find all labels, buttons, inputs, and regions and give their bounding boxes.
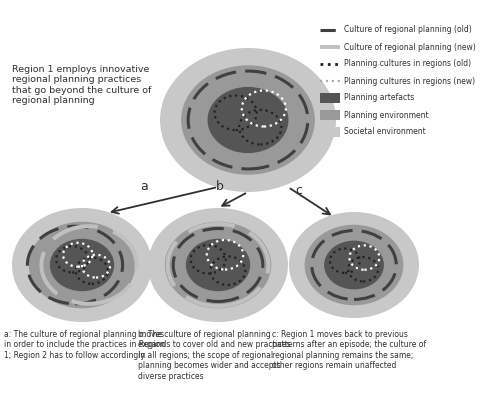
Text: b: b [216, 179, 224, 192]
Text: Societal environment: Societal environment [344, 128, 426, 136]
Text: b: The culture of regional planning
expands to cover old and new practices
in al: b: The culture of regional planning expa… [138, 330, 290, 381]
Ellipse shape [324, 241, 384, 289]
Ellipse shape [181, 65, 315, 175]
Text: Planning cultures in regions (new): Planning cultures in regions (new) [344, 76, 475, 86]
Ellipse shape [208, 87, 288, 153]
Ellipse shape [186, 239, 250, 291]
Ellipse shape [289, 212, 419, 318]
Text: a: a [140, 179, 148, 192]
Bar [320, 110, 340, 120]
Ellipse shape [50, 239, 114, 291]
Ellipse shape [29, 222, 135, 308]
Text: Culture of regional planning (new): Culture of regional planning (new) [344, 42, 476, 52]
Text: c: c [296, 184, 302, 197]
Ellipse shape [304, 225, 404, 305]
Text: Planning cultures in regions (old): Planning cultures in regions (old) [344, 60, 471, 68]
Text: Planning environment: Planning environment [344, 110, 428, 120]
Bar [320, 127, 340, 137]
Ellipse shape [165, 222, 271, 308]
Ellipse shape [148, 208, 288, 322]
Ellipse shape [12, 208, 152, 322]
Ellipse shape [160, 48, 336, 192]
Text: Region 1 employs innovative
regional planning practices
that go beyond the cultu: Region 1 employs innovative regional pla… [12, 65, 151, 105]
Text: Planning artefacts: Planning artefacts [344, 94, 414, 102]
Text: a: The culture of regional planning moves
in order to include the practices in R: a: The culture of regional planning move… [4, 330, 165, 360]
Bar [320, 93, 340, 103]
Text: Culture of regional planning (old): Culture of regional planning (old) [344, 26, 472, 34]
Text: c: Region 1 moves back to previous
patterns after an episode; the culture of
reg: c: Region 1 moves back to previous patte… [272, 330, 426, 370]
